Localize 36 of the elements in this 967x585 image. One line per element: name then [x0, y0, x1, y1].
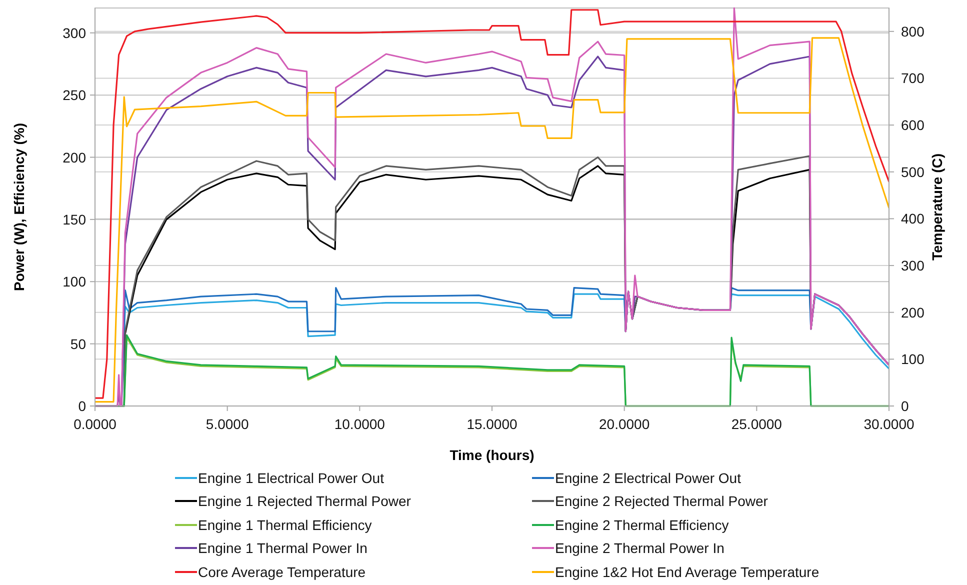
y-axis-title: Power (W), Efficiency (%) — [11, 122, 27, 292]
x-tick-label: 20.0000 — [599, 416, 650, 432]
x-axis-title: Time (hours) — [450, 447, 534, 463]
y-tick-label: 300 — [62, 24, 86, 41]
y2-tick-label: 400 — [901, 210, 925, 227]
y2-tick-label: 300 — [901, 258, 925, 274]
y-tick-label: 50 — [70, 336, 86, 352]
x-tick-label: 0.0000 — [74, 416, 117, 432]
x-tick-label: 30.0000 — [864, 416, 915, 432]
y2-tick-label: 500 — [901, 164, 925, 180]
legend-label: Engine 1 Thermal Efficiency — [198, 517, 372, 533]
y2-tick-label: 200 — [901, 304, 925, 320]
legend-label: Core Average Temperature — [198, 564, 366, 580]
x-tick-label: 5.0000 — [206, 416, 249, 432]
y2-tick-label: 100 — [901, 351, 925, 368]
y-tick-label: 0 — [78, 398, 86, 414]
x-tick-label: 10.0000 — [334, 416, 386, 432]
y2-tick-label: 0 — [901, 398, 909, 414]
y2-tick-label: 700 — [901, 70, 925, 86]
y-tick-label: 250 — [62, 87, 86, 104]
y-tick-label: 150 — [62, 211, 86, 228]
legend-label: Engine 2 Electrical Power Out — [555, 470, 742, 486]
legend-label: Engine 2 Thermal Efficiency — [555, 517, 729, 533]
y-tick-label: 100 — [62, 274, 86, 290]
x-tick-label: 15.0000 — [466, 416, 518, 432]
legend-label: Engine 2 Rejected Thermal Power — [555, 493, 768, 509]
y2-tick-label: 600 — [901, 117, 925, 134]
legend-label: Engine 1 Electrical Power Out — [198, 470, 384, 486]
x-tick-label: 25.0000 — [731, 416, 782, 432]
y2-tick-label: 800 — [901, 23, 925, 40]
legend-label: Engine 1&2 Hot End Average Temperature — [555, 564, 820, 580]
y-tick-label: 200 — [62, 149, 86, 166]
legend-label: Engine 2 Thermal Power In — [555, 540, 724, 556]
legend-label: Engine 1 Thermal Power In — [198, 540, 368, 556]
y2-axis-title: Temperature (C) — [929, 153, 945, 261]
legend-label: Engine 1 Rejected Thermal Power — [198, 493, 412, 509]
